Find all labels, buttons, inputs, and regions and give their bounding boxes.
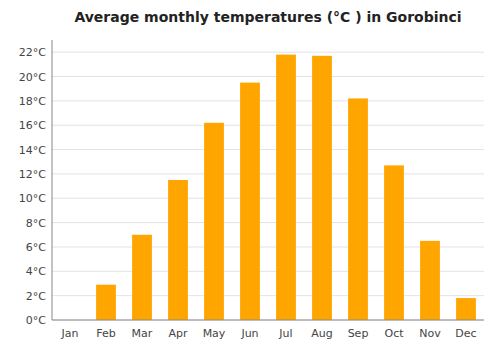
chart-container: Average monthly temperatures (°C ) in Go… xyxy=(0,0,500,350)
x-tick-label: Jul xyxy=(278,327,292,340)
grid-line xyxy=(52,149,484,150)
grid-line xyxy=(52,100,484,101)
bar xyxy=(312,56,332,320)
grid-line xyxy=(52,222,484,223)
x-tick-label: Mar xyxy=(132,327,153,340)
grid-line xyxy=(52,271,484,272)
x-tick-label: Nov xyxy=(419,327,441,340)
y-tick-label: 2°C xyxy=(26,290,46,303)
y-tick-label: 10°C xyxy=(19,192,46,205)
x-axis: Jan Feb Mar Apr May Jun Jul Aug Sep Oct Nov Dec xyxy=(61,327,477,340)
y-tick-label: 4°C xyxy=(26,265,46,278)
grid-line xyxy=(52,246,484,247)
bar xyxy=(132,235,152,320)
x-tick-label: Jan xyxy=(61,327,79,340)
grid-line xyxy=(52,173,484,174)
y-tick-label: 8°C xyxy=(26,217,46,230)
grid xyxy=(52,52,484,320)
grid-line xyxy=(52,125,484,126)
y-tick-label: 6°C xyxy=(26,241,46,254)
y-axis-line xyxy=(52,40,53,320)
grid-line xyxy=(52,295,484,296)
title: Average monthly temperatures (°C ) in Go… xyxy=(74,9,461,25)
x-tick-label: May xyxy=(203,327,226,340)
grid-line xyxy=(52,198,484,199)
bar xyxy=(96,285,116,320)
bars xyxy=(96,55,476,320)
y-tick-label: 18°C xyxy=(19,95,46,108)
x-tick-label: Oct xyxy=(384,327,404,340)
y-tick-label: 0°C xyxy=(26,314,46,327)
bar xyxy=(168,180,188,320)
x-tick-label: Jun xyxy=(240,327,258,340)
grid-line xyxy=(52,52,484,53)
bar xyxy=(420,241,440,320)
bar xyxy=(240,83,260,320)
y-tick-label: 14°C xyxy=(19,144,46,157)
y-axis: 0°C 2°C 4°C 6°C 8°C 10°C 12°C 14°C 16°C 18°C 20°C 2… xyxy=(19,46,46,327)
y-tick-label: 12°C xyxy=(19,168,46,181)
page: {"chart_data": {"type": "bar", "title": … xyxy=(0,0,500,350)
x-tick-label: Apr xyxy=(168,327,188,340)
bar xyxy=(384,165,404,320)
y-tick-label: 20°C xyxy=(19,71,46,84)
bar xyxy=(204,123,224,320)
grid-line xyxy=(52,76,484,77)
bar xyxy=(348,98,368,320)
x-tick-label: Aug xyxy=(311,327,332,340)
x-tick-label: Dec xyxy=(455,327,476,340)
chart-svg: Average monthly temperatures (°C ) in Go… xyxy=(0,0,500,350)
x-tick-label: Sep xyxy=(348,327,369,340)
bar xyxy=(456,298,476,320)
bar xyxy=(276,55,296,320)
x-tick-label: Feb xyxy=(96,327,115,340)
y-tick-label: 16°C xyxy=(19,119,46,132)
x-axis-line xyxy=(52,320,484,321)
y-tick-label: 22°C xyxy=(19,46,46,59)
grid-line xyxy=(52,320,484,321)
